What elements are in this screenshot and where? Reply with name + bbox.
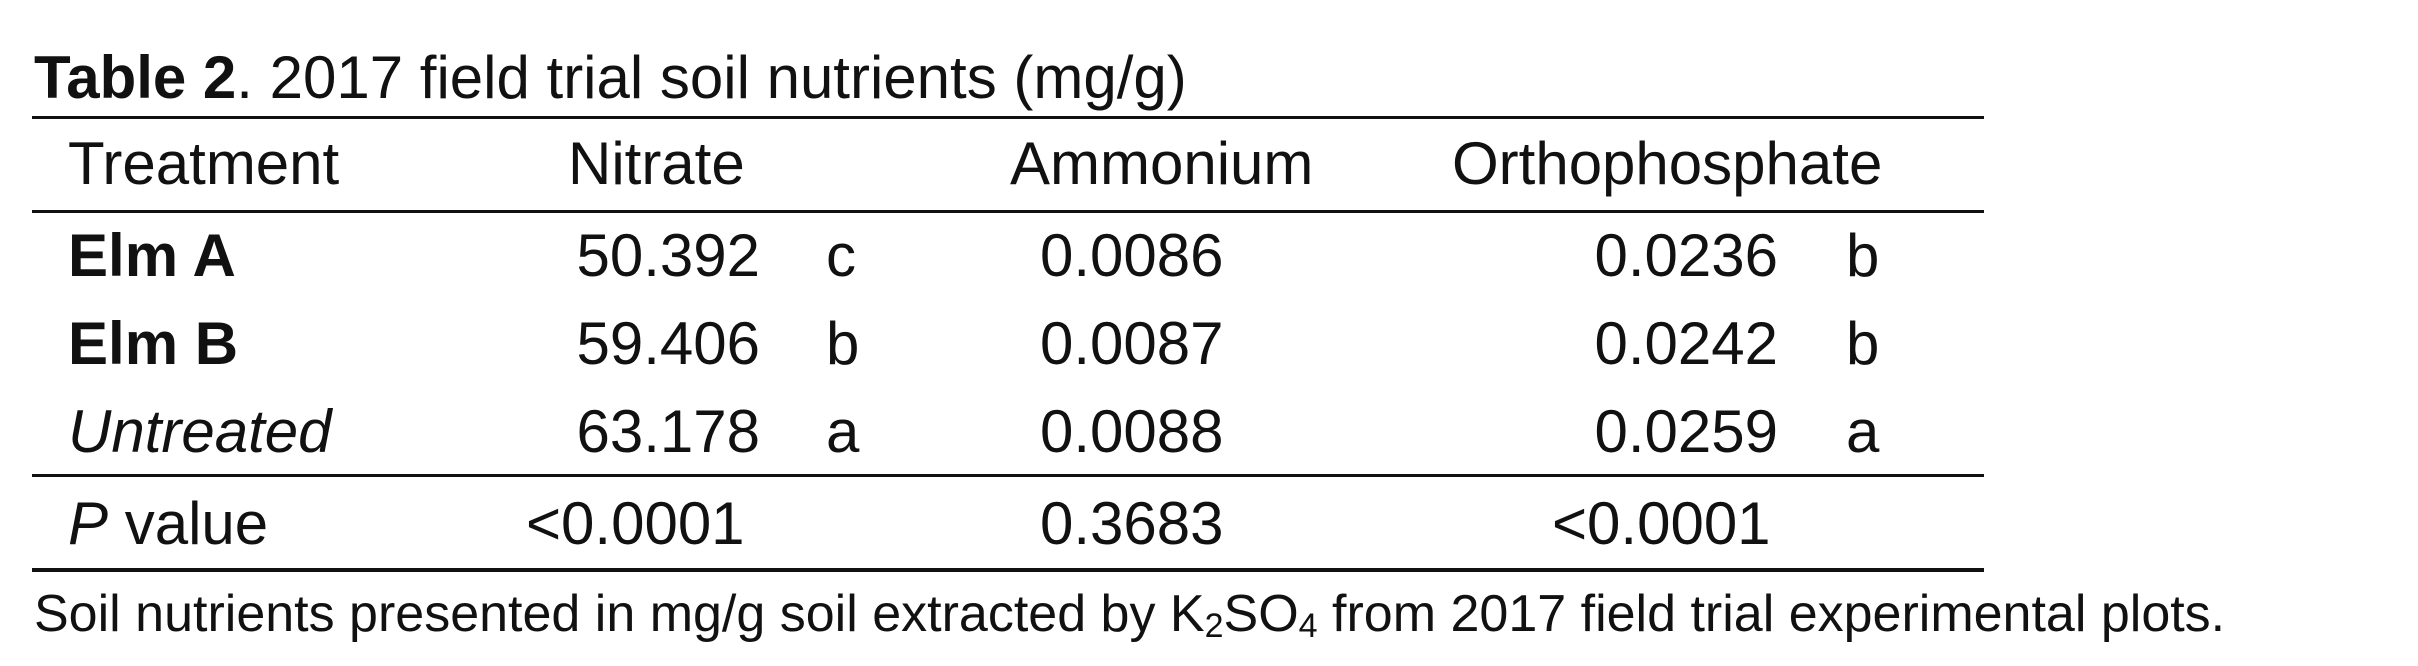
footnote-sub-2: 2 xyxy=(1204,607,1224,645)
table-caption-text: . 2017 field trial soil nutrients (mg/g) xyxy=(236,44,1187,111)
row-treatment: Untreated xyxy=(68,398,332,465)
table-row: Elm A 50.392 c 0.0086 0.0236 b xyxy=(0,216,2418,296)
p-value-label-p: P xyxy=(68,490,109,557)
footnote-text-before: Soil nutrients presented in mg/g soil ex… xyxy=(34,585,1205,643)
table-bottom-rule xyxy=(32,568,1984,572)
header-ammonium: Ammonium xyxy=(1010,130,1314,197)
row-treatment: Elm A xyxy=(68,222,236,289)
footnote-sub-4: 4 xyxy=(1298,607,1318,645)
row-ortho-letter: b xyxy=(1846,222,1880,289)
p-value-label-rest: value xyxy=(108,490,269,557)
table-top-rule xyxy=(32,116,1984,119)
table-row: Untreated 63.178 a 0.0088 0.0259 a xyxy=(0,392,2418,472)
footnote-text-after: from 2017 field trial experimental plots… xyxy=(1317,585,2226,643)
row-ammonium: 0.0086 xyxy=(1040,222,1224,289)
p-value-nitrate: <0.0001 xyxy=(526,490,745,557)
p-value-ammonium: 0.3683 xyxy=(1040,490,1224,557)
row-nitrate-letter: c xyxy=(826,222,856,289)
header-nitrate: Nitrate xyxy=(568,130,745,197)
row-nitrate: 50.392 xyxy=(576,222,760,289)
p-value-row: P value <0.0001 0.3683 <0.0001 xyxy=(0,484,2418,564)
p-value-orthophosphate: <0.0001 xyxy=(1552,490,1771,557)
row-orthophosphate: 0.0259 xyxy=(1594,398,1778,465)
row-ortho-letter: b xyxy=(1846,310,1880,377)
row-orthophosphate: 0.0236 xyxy=(1594,222,1778,289)
row-treatment: Elm B xyxy=(68,310,239,377)
table-header-row: Treatment Nitrate Ammonium Orthophosphat… xyxy=(0,124,2418,204)
header-treatment: Treatment xyxy=(68,130,340,197)
table-caption: Table 2. 2017 field trial soil nutrients… xyxy=(34,36,1187,120)
row-orthophosphate: 0.0242 xyxy=(1594,310,1778,377)
row-nitrate-letter: b xyxy=(826,310,860,377)
table-pvalue-rule xyxy=(32,474,1984,477)
header-orthophosphate: Orthophosphate xyxy=(1452,130,1883,197)
p-value-label: P value xyxy=(68,484,268,564)
row-nitrate-letter: a xyxy=(826,398,860,465)
row-ortho-letter: a xyxy=(1846,398,1880,465)
footnote-text-mid: SO xyxy=(1223,585,1299,643)
table-row: Elm B 59.406 b 0.0087 0.0242 b xyxy=(0,304,2418,384)
table-caption-label: Table 2 xyxy=(34,44,237,111)
table-header-rule xyxy=(32,210,1984,213)
row-ammonium: 0.0087 xyxy=(1040,310,1224,377)
table-footnote: Soil nutrients presented in mg/g soil ex… xyxy=(34,576,2225,652)
row-ammonium: 0.0088 xyxy=(1040,398,1224,465)
row-nitrate: 63.178 xyxy=(576,398,760,465)
row-nitrate: 59.406 xyxy=(576,310,760,377)
